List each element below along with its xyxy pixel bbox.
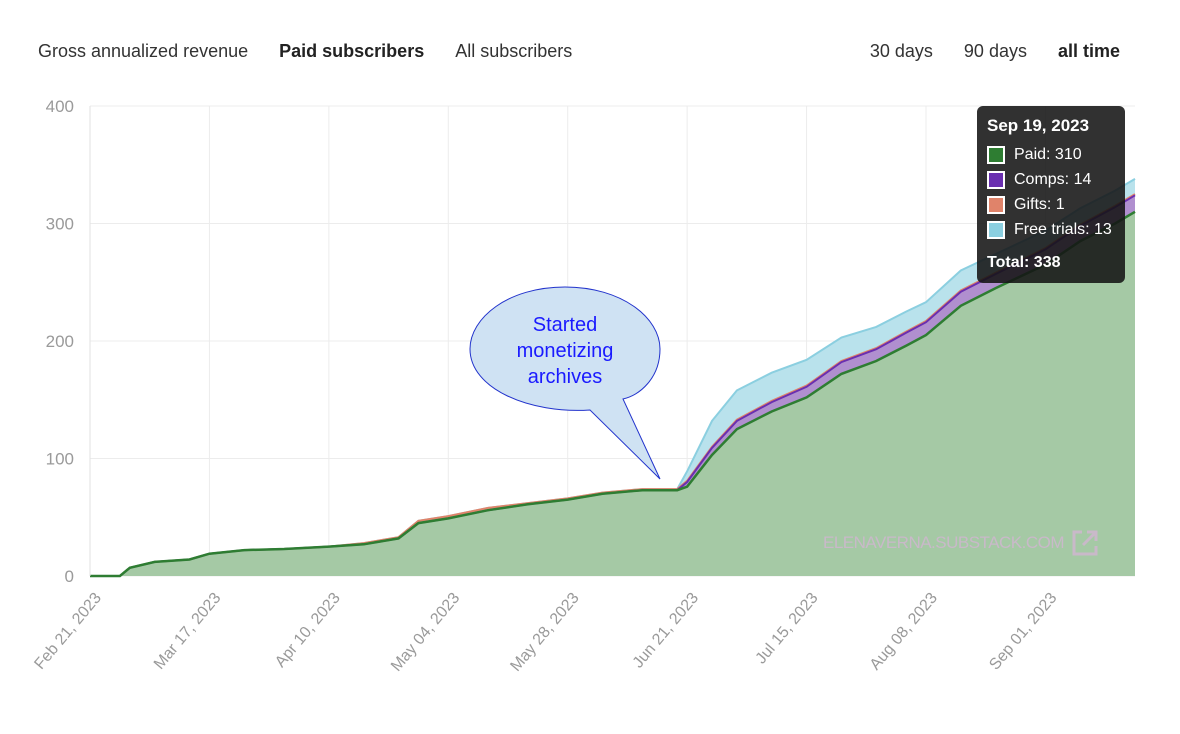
gifts-swatch-icon	[987, 196, 1005, 214]
tooltip-paid: Paid: 310	[1014, 146, 1082, 163]
tooltip-row-comps: Comps: 14	[987, 171, 1091, 189]
free-trials-swatch-icon	[987, 221, 1005, 239]
x-tick-label: Aug 08, 2023	[867, 590, 941, 674]
tooltip-row-free-trials: Free trials: 13	[987, 221, 1112, 239]
annotation-text: Started monetizing archives	[517, 314, 614, 388]
range-tabs: 30 days 90 days all time	[870, 41, 1120, 62]
tooltip-total: Total: 338	[987, 254, 1061, 271]
line-paid	[90, 210, 1136, 578]
annotation-line: Started	[533, 314, 597, 336]
chart-areas	[90, 178, 1136, 578]
x-tick-label: Apr 10, 2023	[272, 590, 344, 671]
tooltip-comps: Comps: 14	[1014, 171, 1092, 188]
paid-swatch-icon	[987, 146, 1005, 164]
tab-paid-subscribers[interactable]: Paid subscribers	[279, 41, 425, 61]
y-tick-label: 400	[46, 97, 74, 116]
range-90-days[interactable]: 90 days	[963, 41, 1027, 61]
y-tick-label: 200	[46, 332, 74, 351]
annotation-line: monetizing	[517, 340, 614, 362]
tooltip-row-paid: Paid: 310	[987, 146, 1082, 164]
annotation-line: archives	[528, 366, 602, 388]
y-tick-label: 100	[46, 450, 74, 469]
x-tick-label: Feb 21, 2023	[31, 590, 105, 673]
y-tick-label: 300	[46, 215, 74, 234]
watermark: ELENAVERNA.SUBSTACK.COM	[823, 528, 1100, 558]
external-link-icon[interactable]	[1070, 528, 1100, 558]
tab-gross-annualized-revenue[interactable]: Gross annualized revenue	[38, 41, 249, 61]
tooltip-free-trials: Free trials: 13	[1014, 221, 1112, 238]
tooltip-gifts: Gifts: 1	[1014, 196, 1065, 213]
x-tick-label: Mar 17, 2023	[151, 590, 225, 673]
watermark-text: ELENAVERNA.SUBSTACK.COM	[823, 533, 1065, 552]
metric-tabs: Gross annualized revenue Paid subscriber…	[38, 41, 572, 62]
comps-swatch-icon	[987, 171, 1005, 189]
x-tick-label: Jun 21, 2023	[630, 590, 703, 672]
range-all-time[interactable]: all time	[1057, 41, 1120, 61]
bubble-shape	[469, 286, 661, 480]
x-tick-label: Jul 15, 2023	[753, 590, 822, 668]
y-tick-label: 0	[65, 567, 74, 586]
tooltip-date: Sep 19, 2023	[987, 116, 1090, 135]
chart-tooltip: Sep 19, 2023 Paid: 310 Comps: 14 Gifts: …	[977, 106, 1125, 283]
area-paid	[90, 211, 1135, 577]
x-tick-label: May 28, 2023	[507, 590, 582, 675]
x-tick-label: Sep 01, 2023	[986, 590, 1060, 674]
x-tick-label: May 04, 2023	[388, 590, 463, 675]
range-30-days[interactable]: 30 days	[869, 41, 933, 61]
annotation-bubble: Started monetizing archives	[469, 286, 661, 480]
tab-all-subscribers[interactable]: All subscribers	[455, 41, 573, 61]
tooltip-row-gifts: Gifts: 1	[987, 196, 1065, 214]
